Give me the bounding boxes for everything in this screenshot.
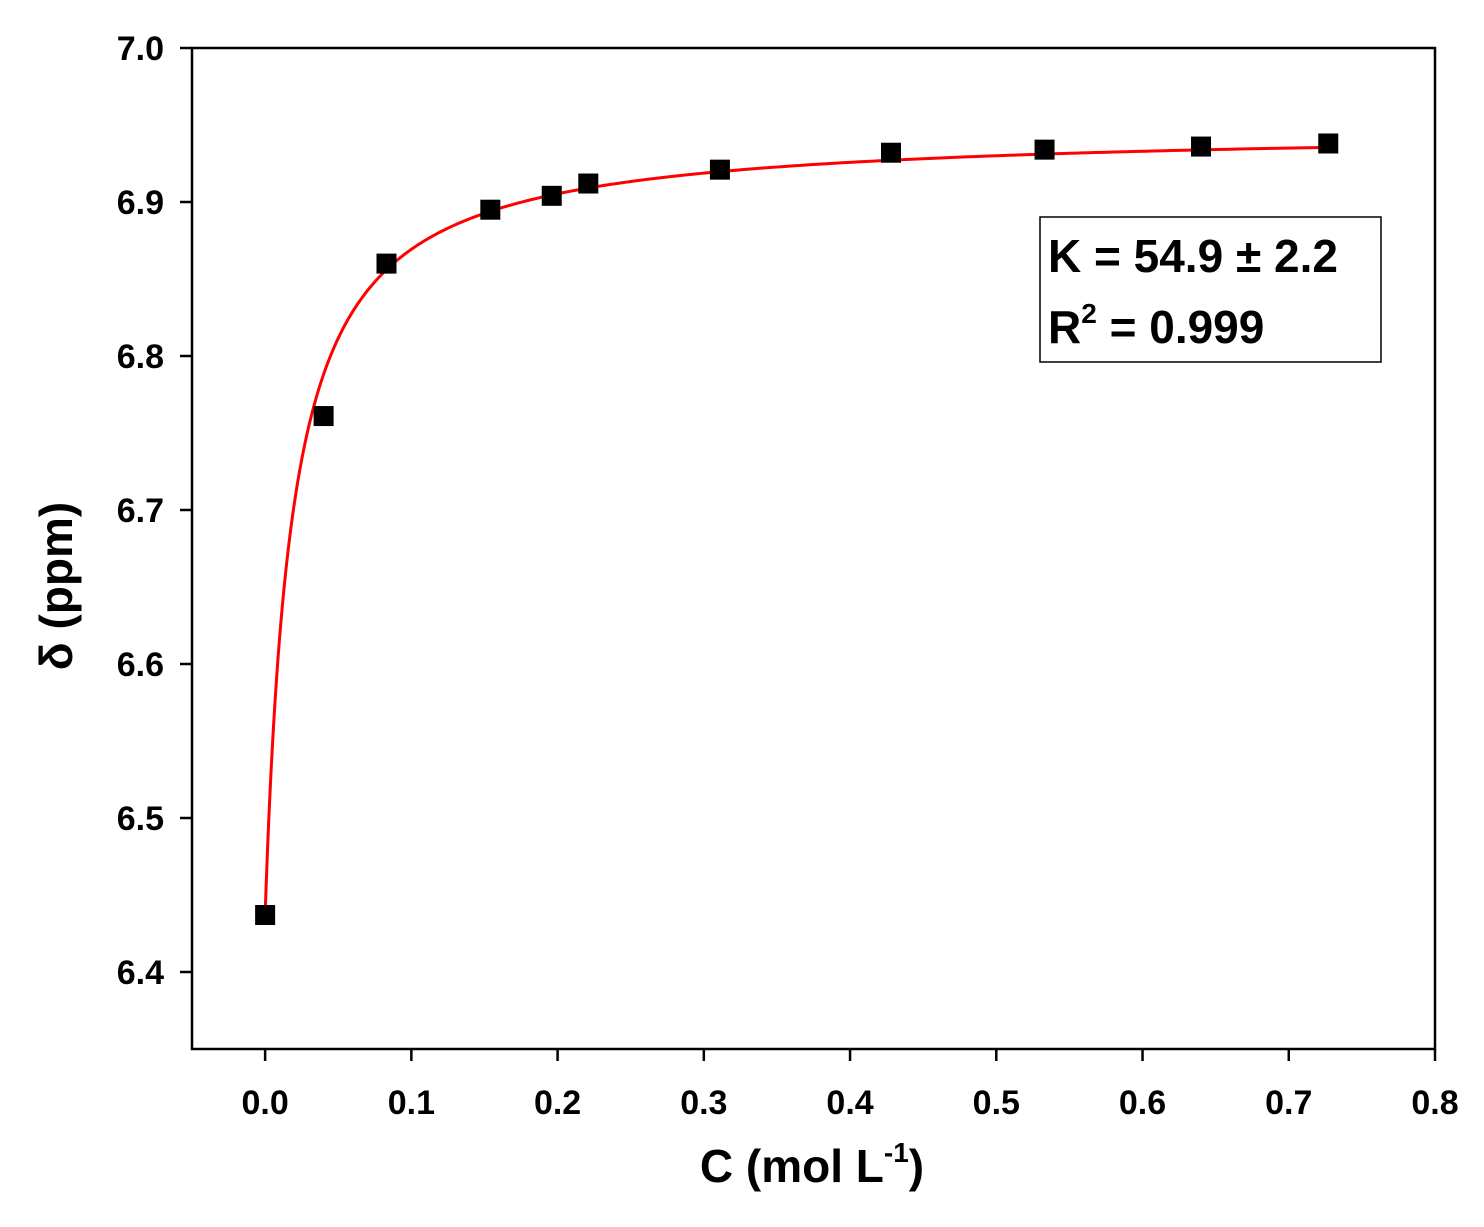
data-point: [1034, 139, 1055, 160]
annotation-r-squared: R2 = 0.999: [1048, 298, 1264, 353]
y-tick-label: 6.4: [117, 954, 164, 992]
x-tick-label: 0.6: [1119, 1084, 1166, 1122]
fit-annotation: K = 54.9 ± 2.2 R2 = 0.999: [1039, 216, 1382, 363]
y-tick-label: 6.6: [117, 646, 164, 684]
data-point: [1191, 136, 1212, 157]
x-tick-label: 0.0: [241, 1084, 288, 1122]
data-points: [255, 133, 1339, 926]
r-squared-superscript: 2: [1081, 298, 1097, 329]
x-axis-title: C (mol L-1): [700, 1137, 924, 1192]
x-tick-label: 0.3: [680, 1084, 727, 1122]
y-tick-label: 6.7: [117, 492, 164, 530]
x-tick-label: 0.8: [1411, 1084, 1458, 1122]
x-tick-label: 0.1: [388, 1084, 435, 1122]
data-point: [709, 159, 730, 180]
x-tick-label: 0.4: [826, 1084, 873, 1122]
data-point: [480, 199, 501, 220]
y-tick-label: 6.8: [117, 338, 164, 376]
r-squared-value: = 0.999: [1097, 301, 1265, 353]
annotation-box: [1039, 216, 1382, 363]
x-tick-label: 0.2: [534, 1084, 581, 1122]
x-tick-label: 0.7: [1265, 1084, 1312, 1122]
plot-frame: [190, 46, 1437, 1051]
data-point: [541, 185, 562, 206]
r-squared-symbol: R: [1048, 301, 1081, 353]
data-point: [578, 173, 599, 194]
data-point: [313, 406, 334, 427]
x-tick-label: 0.5: [973, 1084, 1020, 1122]
y-tick-label: 6.5: [117, 800, 164, 838]
y-axis-title: δ (ppm): [30, 502, 82, 670]
y-tick-label: 7.0: [117, 30, 164, 68]
data-point: [1318, 133, 1339, 154]
x-axis-title-main: C (mol L: [700, 1140, 884, 1192]
data-point: [376, 253, 397, 274]
y-tick-label: 6.9: [117, 184, 164, 222]
x-axis-ticks: 0.0 0.1 0.2 0.3 0.4 0.5 0.6 0.7 0.8: [241, 1049, 1459, 1122]
x-axis-title-superscript: -1: [884, 1137, 909, 1168]
annotation-k-value: K = 54.9 ± 2.2: [1048, 230, 1338, 282]
data-point: [255, 905, 276, 926]
x-axis-title-suffix: ): [909, 1140, 924, 1192]
data-point: [881, 142, 902, 163]
y-axis-ticks: 6.4 6.5 6.6 6.7 6.8 6.9 7.0: [117, 30, 192, 992]
fit-curve: [263, 145, 1329, 916]
